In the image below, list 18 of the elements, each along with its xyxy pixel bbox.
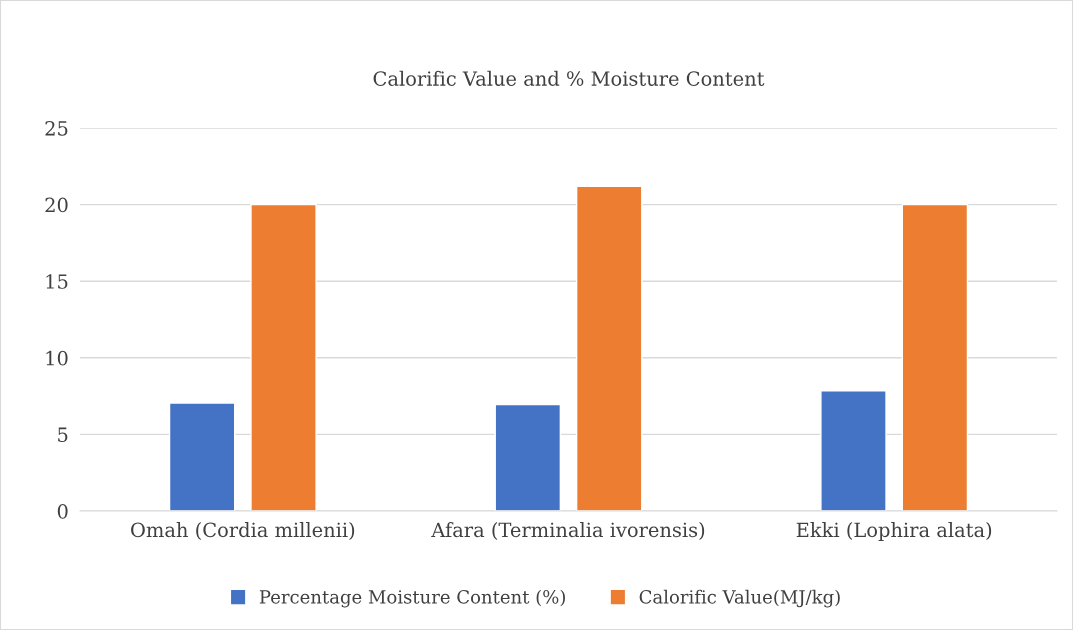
y-tick-label: 5	[58, 427, 68, 443]
bar	[820, 390, 887, 511]
y-tick-label: 15	[46, 274, 68, 289]
bar	[250, 203, 317, 511]
legend-label: Calorific Value(MJ/kg)	[639, 589, 840, 608]
x-tick-label: Ekki (Lophira alata)	[796, 522, 992, 541]
x-tick-label: Omah (Cordia millenii)	[131, 522, 355, 540]
bar	[575, 185, 643, 511]
chart-title: Calorific Value and % Moisture Content	[373, 70, 765, 86]
bar	[901, 203, 969, 511]
y-tick-label: 0	[57, 503, 68, 519]
y-tick-label: 20	[45, 197, 68, 213]
y-tick-label: 10	[46, 350, 68, 366]
bar	[494, 403, 562, 511]
y-tick-label: 25	[45, 120, 68, 136]
x-tick-label: Afara (Terminalia ivorensis)	[431, 522, 705, 540]
legend-label: Percentage Moisture Content (%)	[259, 589, 565, 608]
bar	[168, 402, 236, 511]
